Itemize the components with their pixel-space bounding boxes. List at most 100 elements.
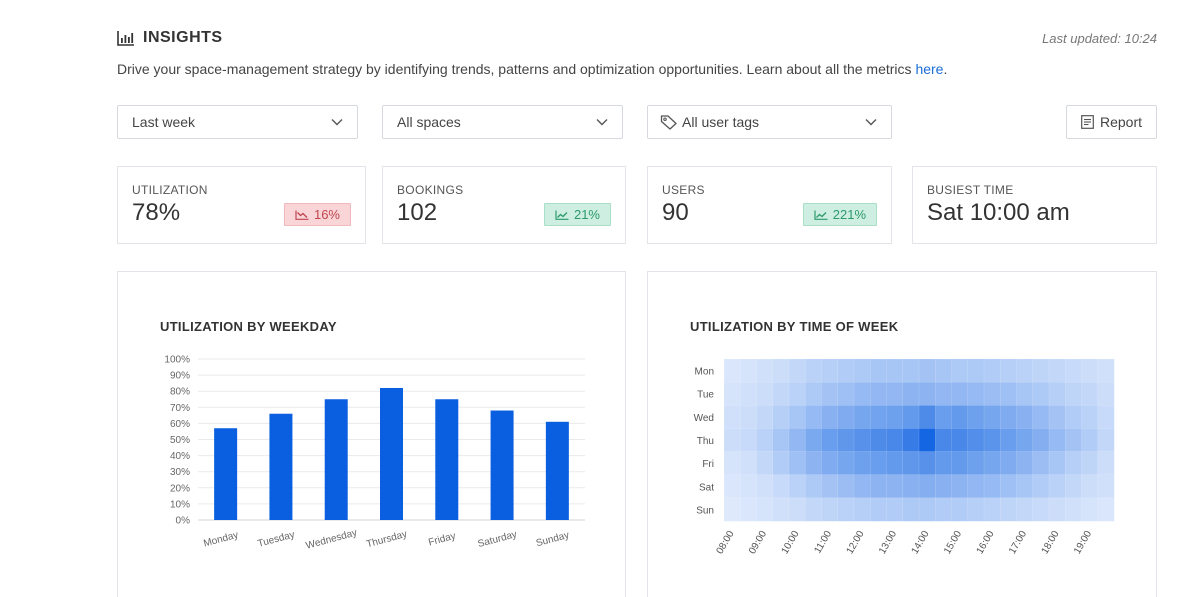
heat-cell[interactable] bbox=[902, 405, 920, 429]
heat-cell[interactable] bbox=[1032, 358, 1050, 383]
heat-cell[interactable] bbox=[886, 451, 904, 476]
heat-cell[interactable] bbox=[756, 381, 774, 406]
heat-cell[interactable] bbox=[756, 451, 774, 476]
heat-cell[interactable] bbox=[918, 451, 936, 476]
heat-cell[interactable] bbox=[1081, 428, 1099, 453]
heat-cell[interactable] bbox=[1097, 358, 1115, 383]
heat-cell[interactable] bbox=[772, 381, 790, 406]
heat-cell[interactable] bbox=[772, 497, 790, 522]
heat-cell[interactable] bbox=[1000, 358, 1018, 383]
bar-saturday[interactable] bbox=[490, 410, 514, 520]
heat-cell[interactable] bbox=[788, 497, 806, 522]
heat-cell[interactable] bbox=[740, 358, 758, 383]
heat-cell[interactable] bbox=[1000, 381, 1018, 406]
heat-cell[interactable] bbox=[1032, 381, 1050, 406]
heat-cell[interactable] bbox=[756, 428, 774, 453]
heat-cell[interactable] bbox=[983, 474, 1001, 499]
heat-cell[interactable] bbox=[870, 428, 888, 453]
heat-cell[interactable] bbox=[1016, 428, 1034, 453]
heat-cell[interactable] bbox=[983, 497, 1001, 522]
heat-cell[interactable] bbox=[853, 358, 871, 383]
spaces-select[interactable]: All spaces bbox=[382, 105, 623, 139]
heat-cell[interactable] bbox=[886, 381, 904, 406]
heat-cell[interactable] bbox=[1016, 451, 1034, 476]
heat-cell[interactable] bbox=[821, 497, 839, 522]
heat-cell[interactable] bbox=[1065, 405, 1083, 429]
bar-tuesday[interactable] bbox=[269, 413, 293, 520]
heat-cell[interactable] bbox=[723, 428, 741, 453]
heat-cell[interactable] bbox=[1048, 428, 1066, 453]
heat-cell[interactable] bbox=[1016, 405, 1034, 429]
heat-cell[interactable] bbox=[935, 405, 953, 429]
heat-cell[interactable] bbox=[886, 358, 904, 383]
heat-cell[interactable] bbox=[772, 405, 790, 429]
heat-cell[interactable] bbox=[740, 381, 758, 406]
heat-cell[interactable] bbox=[1032, 451, 1050, 476]
heat-cell[interactable] bbox=[902, 474, 920, 499]
heat-cell[interactable] bbox=[756, 497, 774, 522]
heat-cell[interactable] bbox=[821, 405, 839, 429]
heat-cell[interactable] bbox=[1097, 405, 1115, 429]
heat-cell[interactable] bbox=[1032, 405, 1050, 429]
heat-cell[interactable] bbox=[1065, 358, 1083, 383]
period-select[interactable]: Last week bbox=[117, 105, 358, 139]
heat-cell[interactable] bbox=[723, 381, 741, 406]
bar-wednesday[interactable] bbox=[324, 399, 348, 520]
heat-cell[interactable] bbox=[1097, 497, 1115, 522]
heat-cell[interactable] bbox=[805, 428, 823, 453]
heat-cell[interactable] bbox=[740, 474, 758, 499]
heat-cell[interactable] bbox=[788, 358, 806, 383]
heat-cell[interactable] bbox=[805, 451, 823, 476]
heat-cell[interactable] bbox=[1048, 474, 1066, 499]
heat-cell[interactable] bbox=[951, 405, 969, 429]
heat-cell[interactable] bbox=[805, 474, 823, 499]
heat-cell[interactable] bbox=[788, 428, 806, 453]
heat-cell[interactable] bbox=[918, 497, 936, 522]
bar-thursday[interactable] bbox=[380, 387, 403, 520]
heat-cell[interactable] bbox=[951, 451, 969, 476]
heat-cell[interactable] bbox=[805, 358, 823, 383]
heat-cell[interactable] bbox=[723, 358, 741, 383]
heat-cell[interactable] bbox=[935, 358, 953, 383]
heat-cell[interactable] bbox=[935, 381, 953, 406]
heat-cell[interactable] bbox=[1097, 381, 1115, 406]
heat-cell[interactable] bbox=[853, 405, 871, 429]
heat-cell[interactable] bbox=[902, 451, 920, 476]
heat-cell[interactable] bbox=[870, 358, 888, 383]
heat-cell[interactable] bbox=[772, 428, 790, 453]
heat-cell[interactable] bbox=[1081, 381, 1099, 406]
heat-cell[interactable] bbox=[1065, 474, 1083, 499]
heat-cell[interactable] bbox=[837, 474, 855, 499]
heat-cell[interactable] bbox=[772, 474, 790, 499]
heat-cell[interactable] bbox=[886, 474, 904, 499]
heat-cell[interactable] bbox=[1065, 428, 1083, 453]
heat-cell[interactable] bbox=[1081, 474, 1099, 499]
heat-cell[interactable] bbox=[935, 497, 953, 522]
metrics-help-link[interactable]: here bbox=[915, 61, 944, 77]
heat-cell[interactable] bbox=[1048, 405, 1066, 429]
bar-sunday[interactable] bbox=[545, 421, 569, 520]
heat-cell[interactable] bbox=[805, 381, 823, 406]
heat-cell[interactable] bbox=[740, 428, 758, 453]
heat-cell[interactable] bbox=[788, 474, 806, 499]
heat-cell[interactable] bbox=[935, 428, 953, 453]
heat-cell[interactable] bbox=[951, 358, 969, 383]
heat-cell[interactable] bbox=[853, 451, 871, 476]
heat-cell[interactable] bbox=[918, 428, 936, 453]
heat-cell[interactable] bbox=[821, 358, 839, 383]
heat-cell[interactable] bbox=[1000, 474, 1018, 499]
heat-cell[interactable] bbox=[1097, 451, 1115, 476]
heat-cell[interactable] bbox=[853, 428, 871, 453]
heat-cell[interactable] bbox=[870, 497, 888, 522]
heat-cell[interactable] bbox=[1048, 451, 1066, 476]
heat-cell[interactable] bbox=[1032, 428, 1050, 453]
report-button[interactable]: Report bbox=[1065, 105, 1157, 139]
heat-cell[interactable] bbox=[1065, 451, 1083, 476]
bar-friday[interactable] bbox=[435, 399, 459, 520]
heat-cell[interactable] bbox=[821, 451, 839, 476]
heat-cell[interactable] bbox=[740, 405, 758, 429]
heat-cell[interactable] bbox=[935, 451, 953, 476]
heat-cell[interactable] bbox=[853, 474, 871, 499]
heat-cell[interactable] bbox=[1016, 497, 1034, 522]
heat-cell[interactable] bbox=[1032, 497, 1050, 522]
